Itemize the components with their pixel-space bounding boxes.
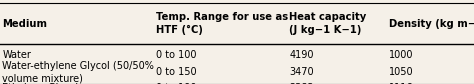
Text: 1050: 1050 bbox=[389, 67, 413, 77]
Text: Temp. Range for use as
HTF (°C): Temp. Range for use as HTF (°C) bbox=[156, 12, 289, 35]
Text: 0 to 100: 0 to 100 bbox=[156, 50, 197, 60]
Text: 1000: 1000 bbox=[389, 50, 413, 60]
Text: 4190: 4190 bbox=[289, 50, 314, 60]
Text: Medium: Medium bbox=[2, 18, 47, 29]
Text: Water-ethylene Glycol (50/50%
volume mixture): Water-ethylene Glycol (50/50% volume mix… bbox=[2, 61, 154, 83]
Text: 2382: 2382 bbox=[289, 83, 314, 84]
Text: 3470: 3470 bbox=[289, 67, 314, 77]
Text: Ethylene Glycol: Ethylene Glycol bbox=[2, 83, 79, 84]
Text: Heat capacity
(J kg−1 K−1): Heat capacity (J kg−1 K−1) bbox=[289, 12, 366, 35]
Text: 0 to 150: 0 to 150 bbox=[156, 67, 197, 77]
Text: 1116: 1116 bbox=[389, 83, 413, 84]
Text: Density (kg m−3): Density (kg m−3) bbox=[389, 18, 474, 29]
Text: 0 to 190: 0 to 190 bbox=[156, 83, 197, 84]
Text: Water: Water bbox=[2, 50, 31, 60]
